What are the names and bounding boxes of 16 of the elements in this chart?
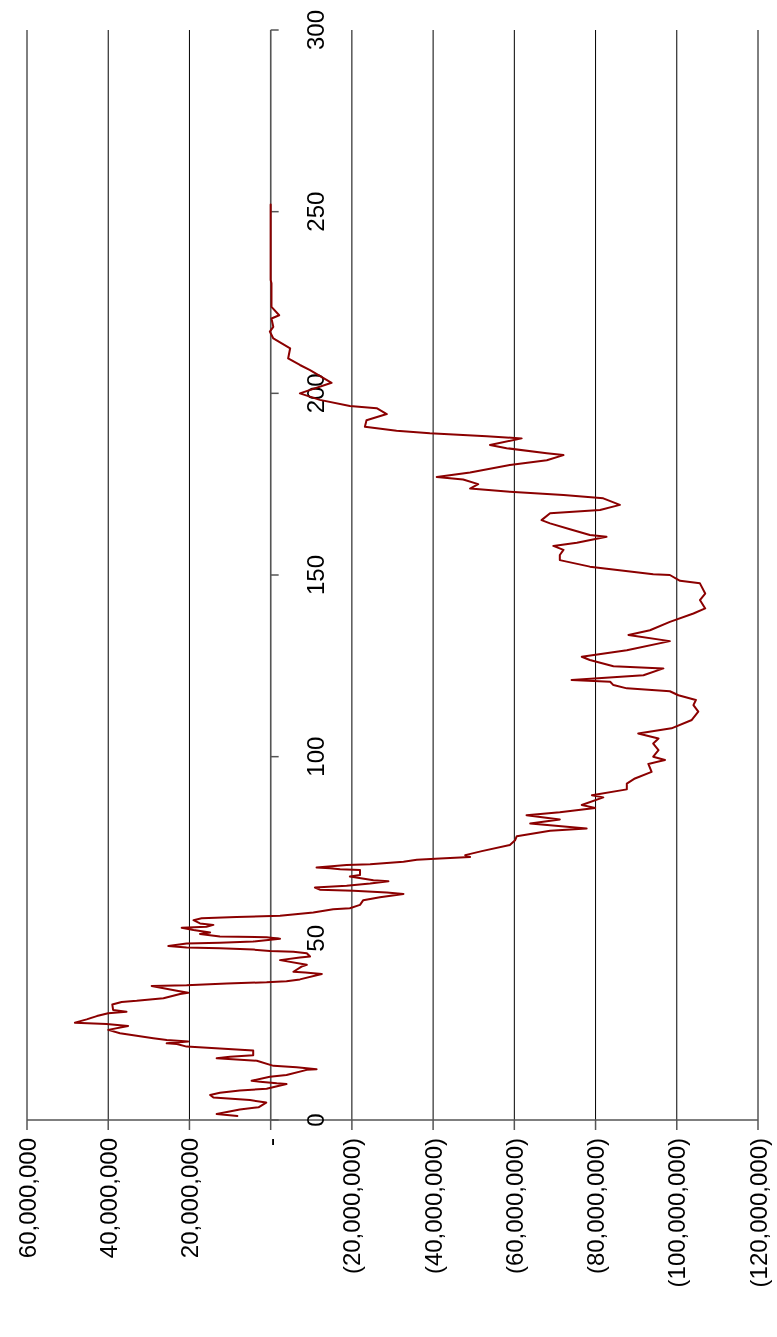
y-tick-label: 250 [302, 191, 330, 232]
x-tick-label: (20,000,000) [338, 1138, 366, 1275]
x-tick-label: (80,000,000) [582, 1138, 610, 1275]
x-tick-label: 20,000,000 [175, 1138, 203, 1259]
y-tick-label: 100 [302, 736, 330, 777]
x-tick-label: 60,000,000 [13, 1138, 41, 1259]
x-tick-label: (40,000,000) [419, 1138, 447, 1275]
x-tick-label: 40,000,000 [94, 1138, 122, 1259]
x-tick-label: - [257, 1138, 285, 1146]
y-tick-label: 0 [302, 1113, 330, 1127]
x-tick-label: (60,000,000) [500, 1138, 528, 1275]
x-tick-label: (100,000,000) [663, 1138, 691, 1288]
y-tick-label: 300 [302, 9, 330, 51]
y-tick-label: 50 [302, 924, 330, 952]
x-tick-label: (120,000,000) [744, 1138, 772, 1288]
y-tick-label: 150 [302, 554, 330, 596]
